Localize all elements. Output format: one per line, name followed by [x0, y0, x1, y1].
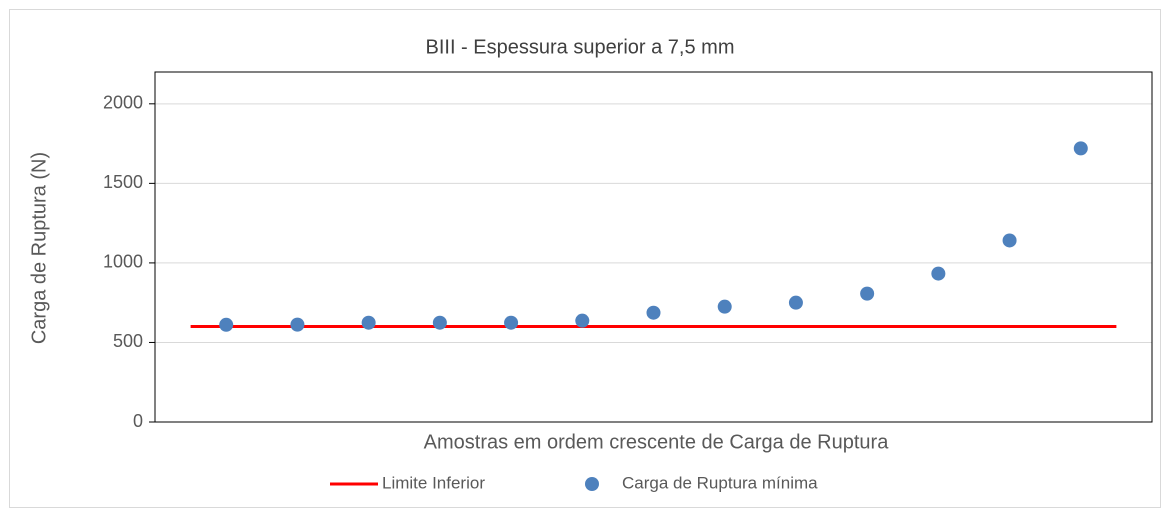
chart-title: BIII - Espessura superior a 7,5 mm [425, 36, 734, 58]
data-point [575, 313, 590, 328]
legend-label: Carga de Ruptura mínima [622, 473, 818, 492]
data-point [646, 305, 661, 320]
data-point [788, 295, 803, 310]
y-tick-label: 500 [113, 331, 143, 351]
legend-swatch [585, 477, 599, 491]
plot-area [154, 71, 1153, 423]
chart-frame [9, 9, 1161, 508]
data-point [1073, 141, 1088, 156]
data-point [361, 315, 376, 330]
data-point [860, 286, 875, 301]
data-point [1002, 233, 1017, 248]
data-point [290, 317, 305, 332]
y-tick-label: 1000 [103, 252, 143, 272]
y-tick-label: 2000 [103, 93, 143, 113]
data-point [717, 299, 732, 314]
y-tick-label: 1500 [103, 172, 143, 192]
legend-label: Limite Inferior [382, 473, 485, 492]
data-point [504, 315, 519, 330]
x-axis-label: Amostras em ordem crescente de Carga de … [424, 431, 890, 453]
y-tick-label: 0 [133, 411, 143, 431]
y-axis-label: Carga de Ruptura (N) [28, 152, 50, 344]
data-point [219, 317, 234, 332]
data-point [432, 315, 447, 330]
data-point [931, 266, 946, 281]
